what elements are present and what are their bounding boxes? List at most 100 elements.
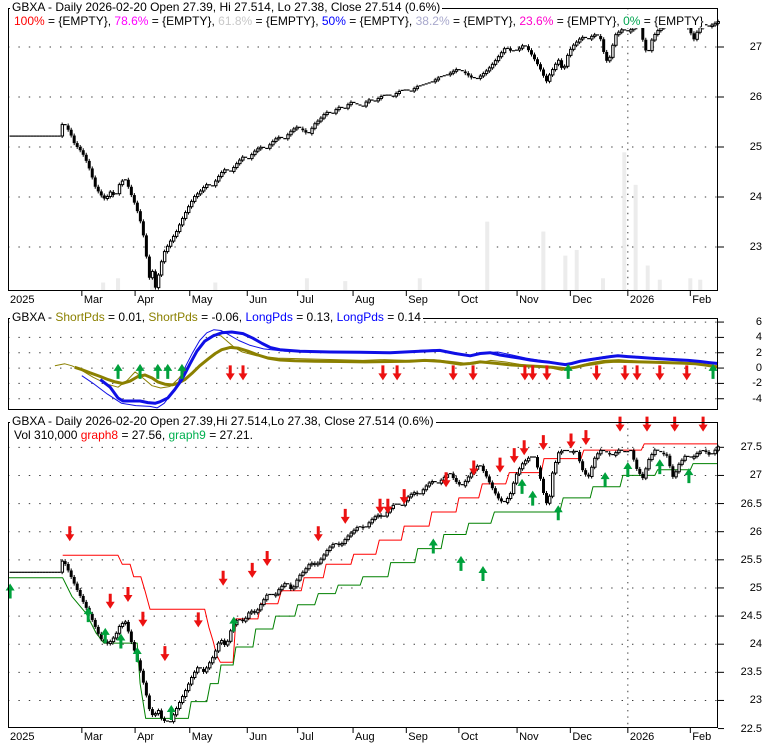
buy-signal-arrow (563, 363, 573, 379)
sell-signal-arrow (378, 365, 388, 381)
panel2-title-seg-3: ShortPds (148, 310, 198, 324)
sell-signal-arrow (520, 365, 530, 381)
panel2-title-seg-7: LongPds (336, 310, 384, 324)
y-axis-label: 23 (749, 694, 762, 707)
panel1-title-text: GBXA - Daily 2026-02-20 Open 27.39, Hi 2… (12, 0, 441, 14)
panel3-title: GBXA - Daily 2026-02-20 Open 27.39,Hi 27… (10, 415, 436, 428)
sell-signal-arrow (399, 489, 409, 505)
panel2-title: GBXA - ShortPds = 0.01, ShortPds = -0.06… (10, 311, 423, 324)
buy-signal-arrow (600, 472, 610, 488)
sell-signal-arrow (468, 365, 478, 381)
y-axis-label: 26 (749, 525, 762, 538)
x-tick-label-2025: 2025 (10, 731, 35, 743)
sell-signal-arrow (313, 526, 323, 542)
y-axis-label: 22.5 (740, 722, 762, 735)
fib-value-3: = {EMPTY}, (345, 14, 416, 28)
x-tick-label-2025: 2025 (10, 294, 35, 306)
y-axis-label: 23.5 (740, 666, 762, 679)
sell-signal-arrow (542, 365, 552, 381)
sell-signal-arrow (225, 365, 235, 381)
sell-signal-arrow (247, 562, 257, 578)
panel1-price-chart (8, 8, 724, 296)
y-axis-label: 6 (755, 316, 762, 329)
buy-signal-arrow (655, 459, 665, 475)
buy-signal-arrow (684, 468, 694, 484)
buy-signal-arrow (708, 363, 718, 379)
fib-level-100%: 100% (14, 14, 45, 28)
x-tick-label-Sep: Sep (408, 731, 428, 743)
x-tick-label-Apr: Apr (137, 731, 155, 743)
sell-signal-arrow (509, 448, 519, 464)
sell-signal-arrow (592, 365, 602, 381)
x-tick-label-Nov: Nov (519, 731, 539, 743)
panel2-title-seg-8: = 0.14 (383, 310, 421, 324)
y-axis-label: 26 (749, 91, 762, 103)
sell-signal-arrow (519, 440, 529, 456)
buy-signal-arrow (113, 363, 123, 379)
sell-signal-arrow (469, 460, 479, 476)
buy-signal-arrow (456, 555, 466, 571)
y-axis-label: 25 (749, 141, 762, 153)
sell-signal-arrow (670, 416, 680, 432)
buy-signal-arrow (517, 478, 527, 494)
x-tick-label-May: May (191, 731, 213, 743)
panel3-volume-legend: Vol 310,000 graph8 = 27.56, graph9 = 27.… (12, 429, 255, 442)
buy-signal-arrow (163, 363, 173, 379)
panel1-title: GBXA - Daily 2026-02-20 Open 27.39, Hi 2… (10, 0, 443, 14)
x-tick-label-Dec: Dec (572, 731, 592, 743)
x-tick-label-2026: 2026 (629, 731, 655, 743)
sell-signal-arrow (238, 365, 248, 381)
sell-signal-arrow (123, 587, 133, 602)
x-tick-label-Apr: Apr (137, 294, 155, 306)
fib-value-1: = {EMPTY}, (148, 14, 219, 28)
x-tick-label-Aug: Aug (355, 731, 375, 743)
sell-signal-arrow (392, 365, 402, 381)
buy-signal-arrow (132, 647, 142, 662)
sell-signal-arrow (566, 433, 576, 449)
y-axis-label: 24 (749, 638, 762, 651)
fib-level-50%: 50% (321, 14, 346, 28)
fib-value-2: = {EMPTY}, (252, 14, 322, 28)
sell-signal-arrow (160, 646, 170, 662)
sell-signal-arrow (495, 457, 505, 473)
x-tick-label-Jul: Jul (299, 294, 314, 306)
fib-value-4: = {EMPTY}, (449, 14, 520, 28)
panel3-volume-seg-4: = 27.21. (205, 428, 253, 442)
sell-signal-arrow (682, 365, 692, 381)
sell-signal-arrow (655, 365, 665, 381)
buy-signal-arrow (153, 363, 163, 379)
y-axis-label: 4 (755, 331, 762, 344)
buy-signal-arrow (83, 607, 93, 623)
sell-signal-arrow (620, 365, 630, 381)
buy-signal-arrow (623, 461, 633, 477)
buy-signal-arrow (229, 616, 239, 632)
y-axis-label: -4 (752, 392, 762, 405)
panel3-volume-seg-3: graph9 (168, 428, 206, 442)
sell-signal-arrow (581, 430, 591, 446)
sell-signal-arrow (375, 498, 385, 514)
y-axis-label: 24 (749, 191, 762, 203)
panel3-volume-seg-2: = 27.56, (118, 428, 169, 442)
x-tick-label-Nov: Nov (519, 294, 539, 306)
fib-level-61.8%: 61.8% (218, 14, 253, 28)
fib-level-0%: 0% (623, 14, 641, 28)
y-axis-label: 27 (749, 469, 762, 482)
buy-signal-arrow (528, 490, 538, 506)
fib-value-5: = {EMPTY}, (553, 14, 624, 28)
y-axis-label: 25.5 (740, 553, 762, 566)
x-tick-label-Mar: Mar (83, 294, 103, 306)
panel3-volume-seg-0: Vol 310,000 (14, 428, 81, 442)
x-tick-label-Jun: Jun (249, 294, 268, 306)
sell-signal-arrow (528, 365, 538, 381)
x-tick-label-Feb: Feb (692, 731, 712, 743)
sell-signal-arrow (218, 570, 228, 586)
buy-signal-arrow (478, 566, 488, 581)
y-axis-label: -2 (752, 377, 762, 390)
x-tick-label-Jun: Jun (249, 731, 268, 743)
sell-signal-arrow (340, 508, 350, 524)
x-tick-label-Dec: Dec (572, 294, 592, 306)
y-axis-label: 27 (749, 41, 762, 53)
sell-signal-arrow (262, 551, 272, 566)
panel2-title-seg-0: GBXA - (12, 310, 56, 324)
sell-signal-arrow (383, 498, 393, 514)
